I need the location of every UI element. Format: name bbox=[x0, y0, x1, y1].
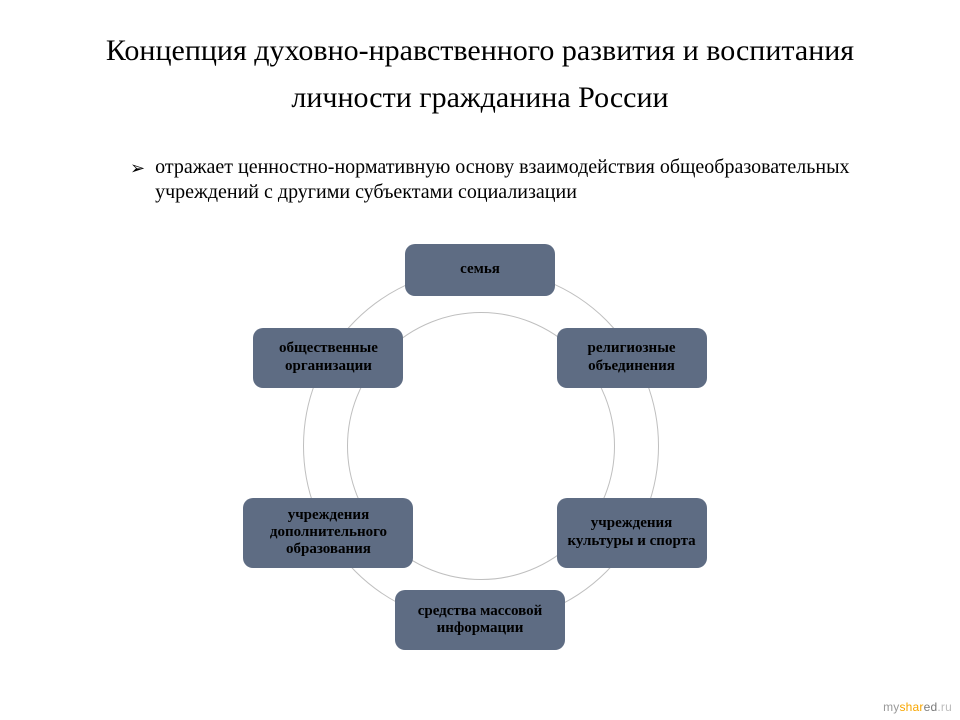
watermark-part: ed bbox=[924, 700, 938, 714]
slide: Концепция духовно-нравственного развития… bbox=[0, 0, 960, 720]
slide-title: Концепция духовно-нравственного развития… bbox=[60, 28, 900, 121]
cycle-node: религиозные объединения bbox=[557, 328, 707, 388]
bullet-marker-icon: ➢ bbox=[130, 157, 145, 180]
cycle-node: семья bbox=[405, 244, 555, 296]
watermark: myshared.ru bbox=[883, 700, 952, 714]
watermark-part: shar bbox=[899, 700, 923, 714]
bullet-text: отражает ценностно-нормативную основу вз… bbox=[155, 155, 890, 205]
cycle-node: средства массовой информации bbox=[395, 590, 565, 650]
watermark-part: .ru bbox=[937, 700, 952, 714]
cycle-node: учреждения культуры и спорта bbox=[557, 498, 707, 568]
watermark-part: my bbox=[883, 700, 899, 714]
bullet-item: ➢ отражает ценностно-нормативную основу … bbox=[130, 155, 890, 205]
cycle-node: учреждения дополнительного образования bbox=[243, 498, 413, 568]
cycle-node: общественные организации bbox=[253, 328, 403, 388]
cycle-diagram: семьярелигиозные объединения учреждения к… bbox=[250, 215, 710, 675]
